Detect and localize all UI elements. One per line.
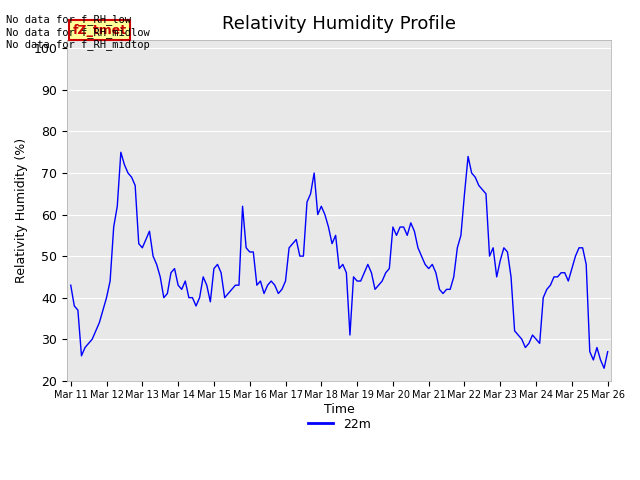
- Legend: 22m: 22m: [303, 413, 376, 436]
- Title: Relativity Humidity Profile: Relativity Humidity Profile: [222, 15, 456, 33]
- Text: fZ_tmet: fZ_tmet: [72, 24, 127, 36]
- Y-axis label: Relativity Humidity (%): Relativity Humidity (%): [15, 138, 28, 283]
- Text: No data for f_RH_low
No data for f_RH_midlow
No data for f_RH_midtop: No data for f_RH_low No data for f_RH_mi…: [6, 14, 150, 50]
- X-axis label: Time: Time: [324, 403, 355, 416]
